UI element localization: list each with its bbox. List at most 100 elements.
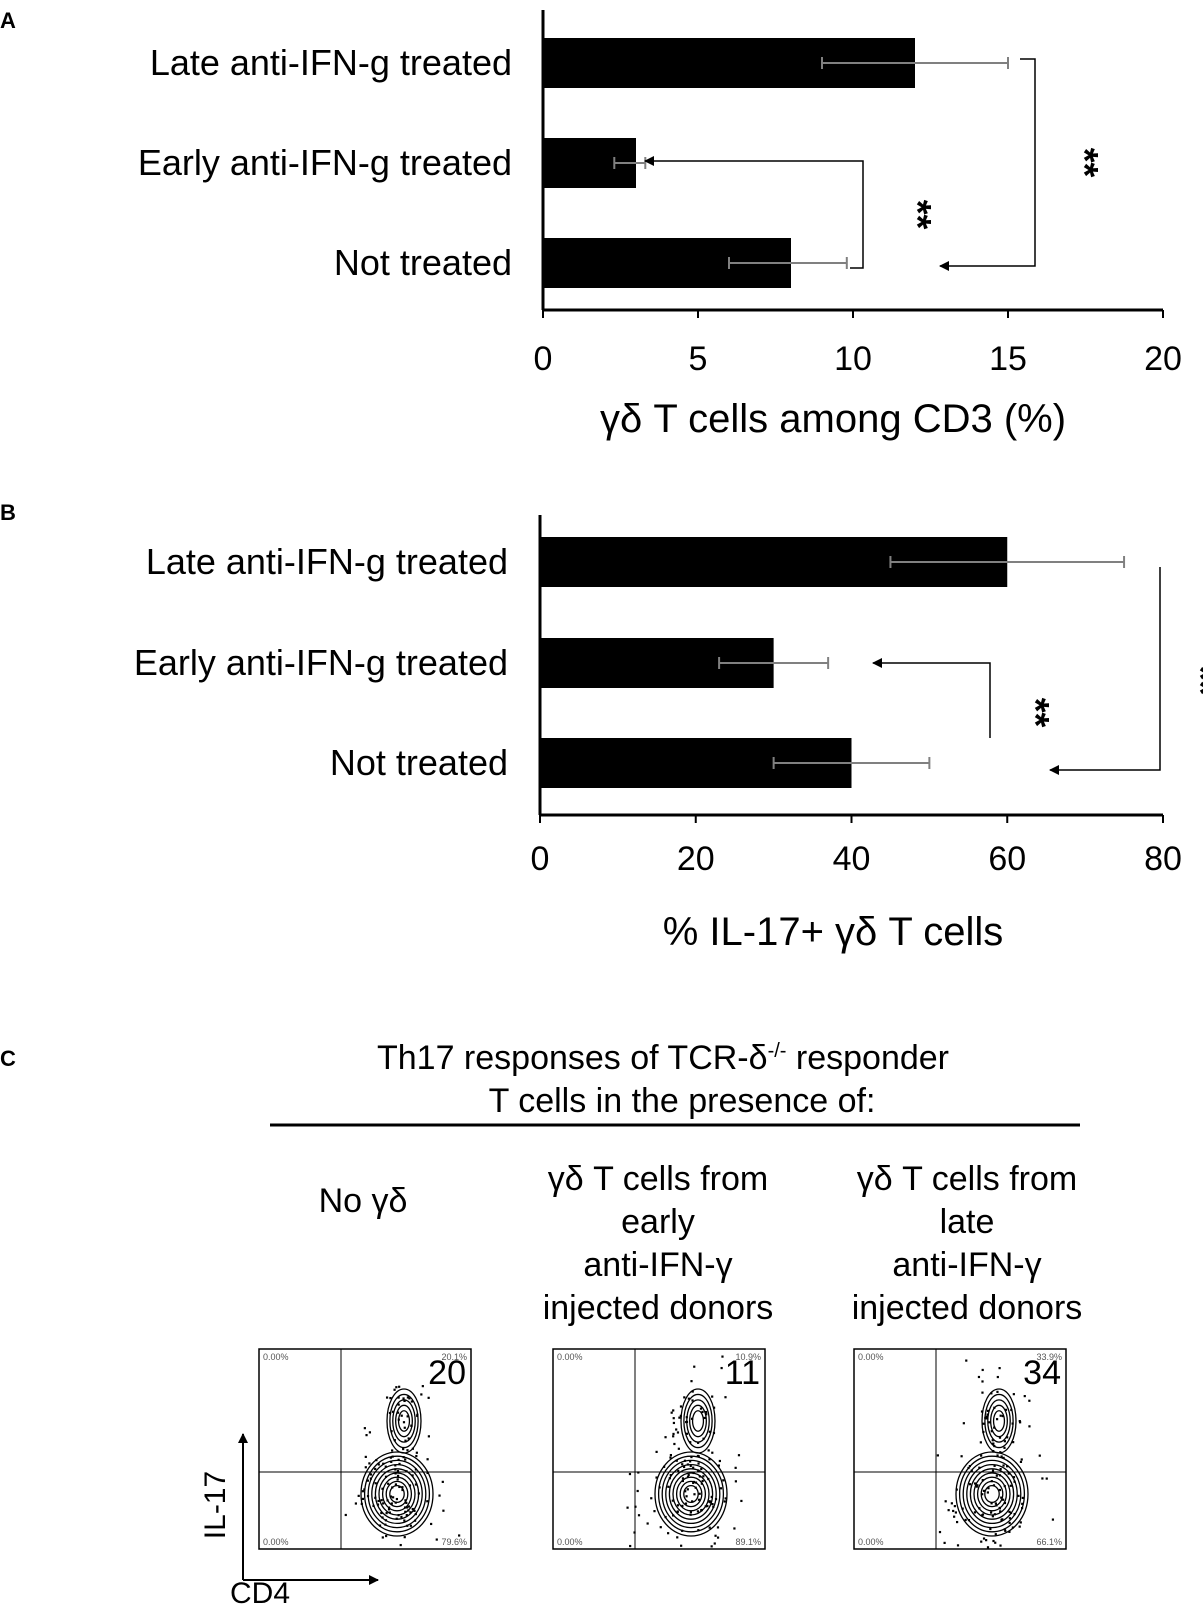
event-dot <box>693 1493 696 1496</box>
event-dot <box>709 1501 712 1504</box>
event-dot <box>1002 1464 1005 1467</box>
event-dot <box>968 1483 972 1486</box>
event-dot <box>388 1506 391 1509</box>
event-dot <box>995 1418 999 1421</box>
event-dot <box>399 1543 402 1547</box>
contour-ring <box>976 1476 1008 1512</box>
event-dot <box>403 1506 407 1509</box>
event-dot <box>1001 1518 1004 1521</box>
contour-ring <box>389 1484 405 1504</box>
event-dot <box>692 1481 695 1485</box>
event-dot <box>679 1414 682 1417</box>
contour-ring <box>654 1451 728 1537</box>
event-dot <box>384 1523 387 1526</box>
event-dot <box>438 1494 441 1497</box>
contour-ring <box>668 1468 714 1520</box>
contour-ring <box>992 1410 1006 1432</box>
event-dot <box>990 1430 993 1433</box>
event-dot <box>677 1469 680 1472</box>
event-dot <box>996 1390 999 1393</box>
contour-ring <box>385 1480 409 1508</box>
event-dot <box>724 1497 727 1500</box>
event-dot <box>704 1410 708 1414</box>
quadrant-lower-left: 0.00% <box>557 1537 583 1547</box>
event-dot <box>385 1512 388 1515</box>
event-dot <box>382 1502 385 1505</box>
event-dot <box>394 1472 397 1475</box>
event-dot <box>395 1517 398 1520</box>
event-dot <box>646 1522 649 1525</box>
event-dot <box>397 1403 400 1406</box>
contour-ring <box>683 1484 699 1504</box>
event-dot <box>414 1519 417 1522</box>
event-dot <box>413 1509 416 1512</box>
event-dot <box>389 1495 393 1498</box>
event-dot <box>1003 1440 1007 1443</box>
event-dot <box>394 1464 397 1467</box>
event-dot <box>426 1458 429 1461</box>
event-dot <box>394 1483 398 1486</box>
event-dot <box>427 1396 430 1399</box>
event-dot <box>384 1475 388 1478</box>
contour-ring <box>389 1393 419 1449</box>
event-dot <box>690 1455 693 1459</box>
panel-letter: B <box>0 500 16 525</box>
contour-ring <box>689 1404 707 1438</box>
event-dot <box>389 1456 392 1459</box>
event-dot <box>989 1511 993 1514</box>
event-dot <box>981 1493 984 1496</box>
plot-header-line: early <box>621 1203 695 1241</box>
event-dot <box>975 1485 978 1488</box>
event-dot <box>977 1375 981 1379</box>
event-dot <box>700 1508 703 1512</box>
event-dot <box>397 1418 400 1421</box>
event-dot <box>409 1511 412 1514</box>
event-dot <box>943 1541 946 1545</box>
contour-ring <box>680 1388 716 1454</box>
event-dot <box>980 1454 983 1457</box>
event-dot <box>697 1469 700 1472</box>
scatter-dots <box>626 1355 743 1548</box>
event-dot <box>368 1431 372 1434</box>
event-dot <box>391 1486 394 1489</box>
panel-letter: A <box>0 8 16 33</box>
contour-ring <box>973 1472 1011 1516</box>
event-dot <box>982 1430 985 1434</box>
event-dot <box>734 1466 737 1469</box>
event-dot <box>990 1480 993 1483</box>
event-dot <box>982 1422 985 1425</box>
significance-arrow <box>939 58 1036 271</box>
event-dot <box>708 1430 711 1433</box>
event-dot <box>678 1416 681 1419</box>
event-dot <box>995 1504 998 1507</box>
contour-ring <box>679 1480 703 1508</box>
event-dot <box>978 1466 981 1469</box>
event-dot <box>708 1526 711 1529</box>
event-dot <box>697 1441 700 1444</box>
event-dot <box>406 1415 409 1418</box>
event-dot <box>990 1392 993 1395</box>
event-dot <box>408 1484 412 1487</box>
panel-c-title-line2: T cells in the presence of: <box>489 1082 876 1120</box>
event-dot <box>711 1503 714 1506</box>
event-dot <box>686 1488 689 1491</box>
event-dot <box>991 1515 994 1518</box>
event-dot <box>981 1380 984 1383</box>
event-dot <box>685 1416 688 1419</box>
event-dot <box>626 1506 629 1509</box>
event-dot <box>991 1439 994 1442</box>
event-dot <box>385 1396 389 1399</box>
event-dot <box>684 1490 687 1493</box>
event-dot <box>391 1455 394 1458</box>
event-dot <box>403 1426 406 1429</box>
event-dot <box>672 1435 675 1438</box>
event-dot <box>628 1472 632 1476</box>
plot-header-line: injected donors <box>543 1289 774 1327</box>
event-dot <box>700 1467 703 1471</box>
contour-ring <box>381 1476 413 1512</box>
event-dot <box>719 1487 723 1490</box>
contour-ring <box>675 1476 707 1512</box>
category-label: Late anti-IFN-g treated <box>150 42 512 83</box>
event-dot <box>700 1482 703 1485</box>
event-dot <box>961 1507 964 1510</box>
